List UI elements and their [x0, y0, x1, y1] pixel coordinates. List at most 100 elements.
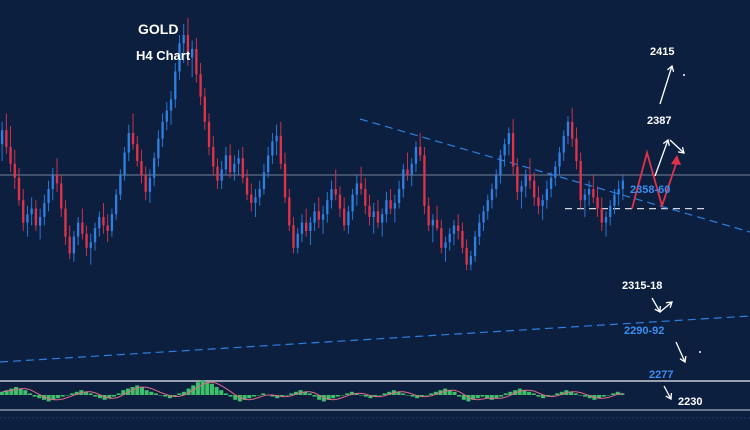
oscillator-bar: [555, 393, 560, 395]
candle-body: [161, 121, 164, 139]
candle-body: [26, 214, 29, 223]
candle-body: [254, 197, 257, 203]
oscillator-bar: [611, 393, 616, 395]
candle-body: [334, 189, 337, 195]
arrow-tick-2387-head: [677, 147, 685, 154]
projection-arrowhead: [671, 155, 681, 165]
candle-body: [511, 133, 515, 167]
candle-body: [224, 155, 228, 170]
oscillator-bar: [153, 393, 158, 395]
oscillator-bar: [200, 380, 205, 395]
candle-body: [207, 121, 211, 147]
oscillator-bar: [331, 395, 336, 399]
candle-body: [47, 189, 50, 203]
candle-body: [76, 222, 80, 237]
oscillator-bar: [433, 391, 438, 395]
candle-body: [89, 242, 92, 248]
oscillator-bar: [475, 395, 480, 399]
chart-title: GOLD: [138, 21, 178, 37]
candle-body: [309, 222, 312, 231]
candle-body: [51, 175, 54, 189]
oscillator-bar: [293, 391, 298, 395]
oscillator-bar: [368, 395, 373, 399]
oscillator-bar: [312, 395, 317, 397]
candle-body: [579, 161, 582, 201]
candle-body: [452, 225, 456, 234]
oscillator-bar: [620, 393, 625, 395]
arrow-down-2277-head: [665, 392, 673, 401]
oscillator-bar: [149, 391, 154, 395]
trendlines: [0, 118, 750, 363]
candle-body: [600, 208, 603, 223]
oscillator-bar: [499, 395, 504, 397]
oscillator-bar: [135, 385, 140, 395]
candle-body: [351, 194, 354, 212]
oscillator-bar: [345, 393, 350, 395]
candle-body: [93, 228, 97, 243]
candle-body: [288, 197, 291, 226]
candle-body: [17, 177, 21, 201]
oscillator-bar: [401, 393, 406, 395]
oscillator-bar: [261, 393, 266, 395]
oscillator-bar: [429, 393, 434, 395]
oscillator-bar: [335, 395, 340, 397]
candle-body: [499, 155, 502, 175]
dot-marker: [699, 351, 701, 353]
candle-body: [148, 177, 152, 192]
candle-body: [520, 186, 523, 192]
candle-body: [528, 175, 532, 181]
candle-body: [98, 217, 101, 229]
candle-body: [216, 166, 219, 181]
candle-body: [0, 130, 4, 145]
oscillator-bar: [410, 395, 415, 397]
candle-body: [13, 163, 16, 178]
candle-body: [545, 189, 549, 201]
oscillator-bar: [209, 383, 214, 395]
candle-body: [152, 158, 156, 178]
oscillator-panel: [0, 380, 750, 419]
candle-body: [355, 183, 359, 195]
arrow-up-2315-shaft: [659, 301, 673, 313]
candle-body: [571, 121, 574, 139]
candle-body: [237, 158, 240, 164]
arrow-down-2290-head: [679, 355, 687, 364]
candle-body: [549, 177, 553, 189]
candle-body: [343, 208, 346, 226]
candle-body: [596, 197, 599, 209]
candle-body: [490, 189, 494, 201]
candle-body: [72, 236, 76, 254]
candle-body: [406, 169, 409, 175]
oscillator-bar: [60, 395, 65, 397]
candle-body: [575, 138, 578, 161]
oscillator-bar: [111, 395, 117, 397]
oscillator-bar: [270, 395, 275, 397]
candle-body: [262, 172, 266, 189]
candle-body: [478, 222, 481, 237]
candle-body: [22, 200, 25, 223]
oscillator-bar: [223, 393, 228, 395]
candle-body: [317, 211, 320, 220]
oscillator-bar: [373, 395, 378, 397]
candle-body: [102, 217, 105, 226]
oscillator-bar: [214, 387, 219, 395]
oscillator-bar: [181, 391, 186, 395]
candle-body: [55, 175, 59, 184]
oscillator-bar: [349, 391, 354, 395]
candle-body: [372, 211, 375, 217]
oscillator-bar: [13, 387, 19, 395]
level-label-2315-18: 2315-18: [622, 280, 662, 292]
oscillator-bar: [247, 395, 252, 399]
oscillator-bar: [387, 391, 392, 395]
candle-body: [457, 225, 460, 231]
oscillator-bar: [233, 395, 238, 400]
candle-body: [212, 147, 215, 167]
candle-body: [123, 152, 126, 175]
oscillator-bar: [27, 393, 33, 395]
candle-body: [60, 183, 63, 209]
oscillator-bar: [317, 395, 322, 400]
level-label-2230: 2230: [678, 396, 702, 408]
candle-body: [68, 236, 71, 254]
oscillator-bar: [485, 395, 490, 399]
lower-trendline: [0, 315, 750, 363]
